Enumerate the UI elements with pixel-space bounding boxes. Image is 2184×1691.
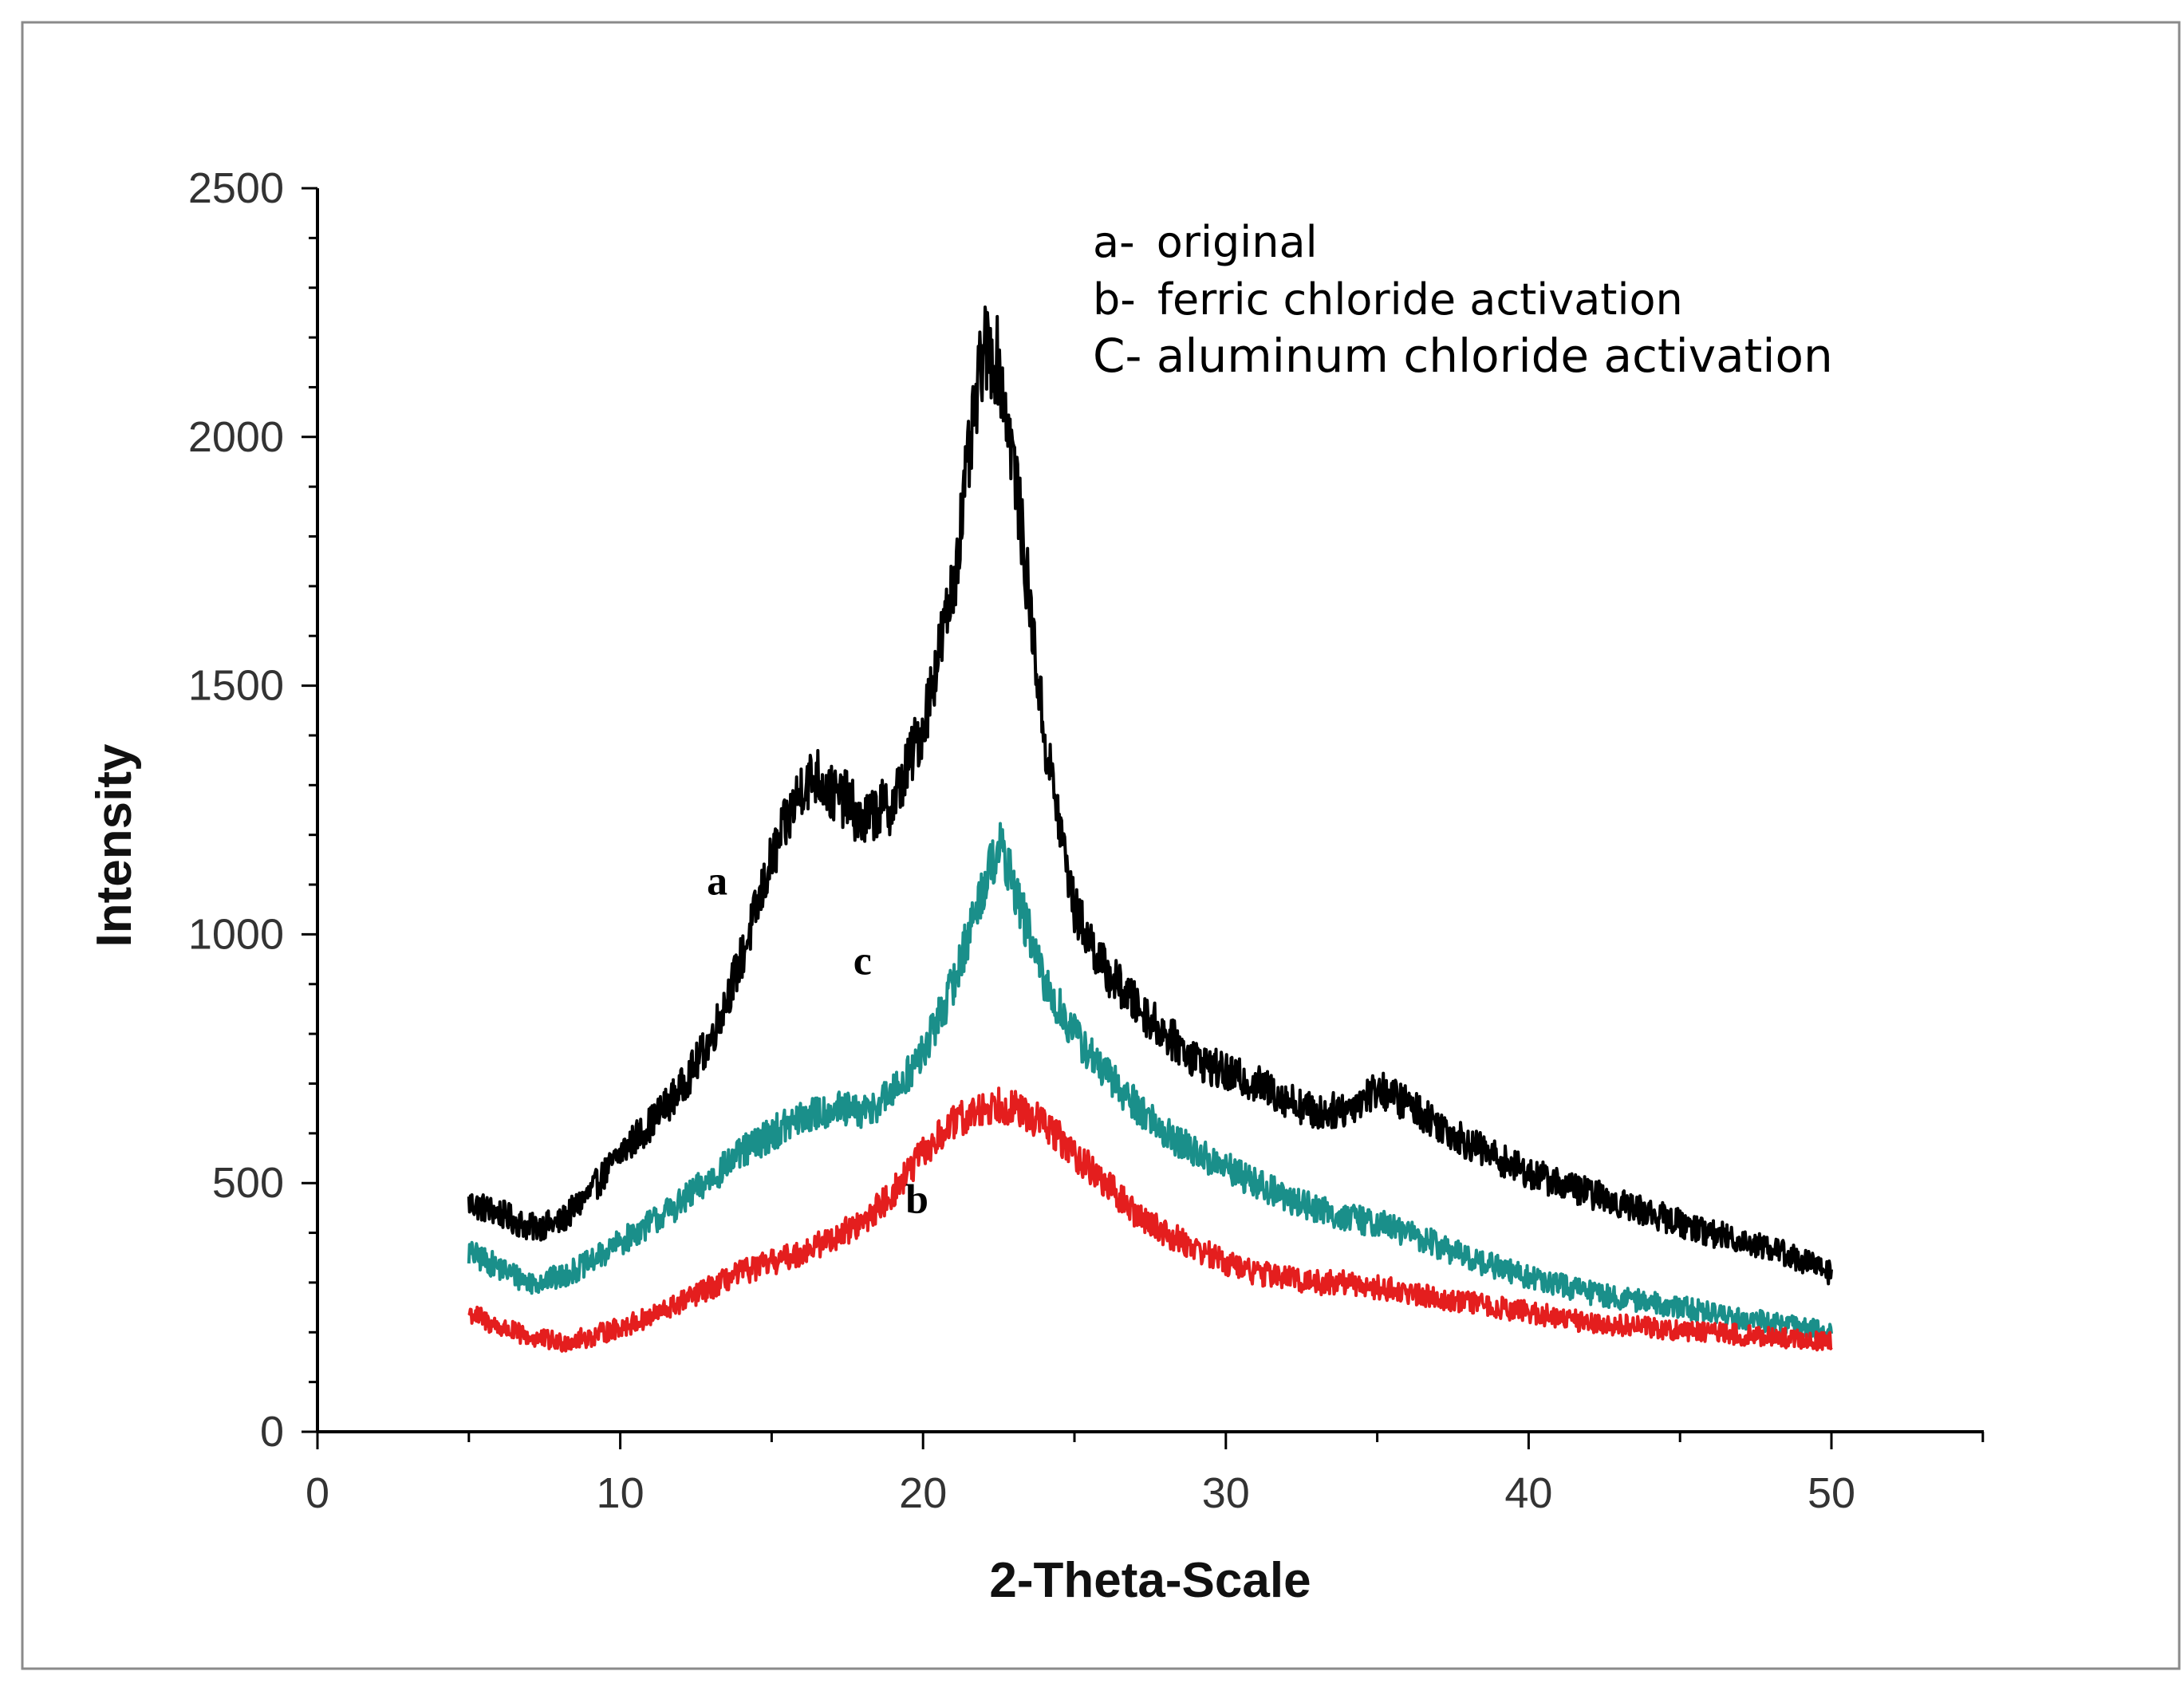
legend-key-b: b-: [1093, 274, 1136, 325]
series-line-a: [467, 305, 1833, 1286]
legend-text-c: aluminum chloride activation: [1157, 329, 1833, 383]
y-tick-label-1500: 1500: [188, 662, 284, 710]
curve-labels-group: a c b: [707, 859, 928, 1223]
x-tick-label-50: 50: [1808, 1469, 1855, 1517]
legend-text-b: ferric chloride activation: [1157, 274, 1683, 325]
curve-label-a: a: [707, 859, 727, 905]
legend-text-a: original: [1157, 217, 1318, 267]
x-tick-label-40: 40: [1504, 1469, 1552, 1517]
y-tick-label-1000: 1000: [188, 910, 284, 958]
axes-group: [316, 188, 1984, 1433]
y-axis-title: Intensity: [87, 743, 142, 947]
series-group: [467, 305, 1833, 1353]
legend-entry-b: b- ferric chloride activation: [1093, 274, 1683, 325]
x-tick-label-30: 30: [1202, 1469, 1250, 1517]
curve-label-b: b: [905, 1177, 928, 1223]
y-tick-label-2000: 2000: [188, 413, 284, 461]
x-tick-label-0: 0: [306, 1469, 329, 1517]
series-line-c: [467, 822, 1833, 1344]
legend-entry-c: C- aluminum chloride activation: [1093, 329, 1833, 383]
y-tick-label-2500: 2500: [188, 164, 284, 212]
legend: a- original b- ferric chloride activatio…: [1093, 217, 1833, 383]
legend-key-c: C-: [1093, 329, 1141, 383]
curve-label-c: c: [853, 938, 872, 983]
y-tick-label-500: 500: [212, 1159, 284, 1207]
y-tick-label-0: 0: [260, 1408, 284, 1456]
x-tick-label-20: 20: [899, 1469, 947, 1517]
x-tick-label-10: 10: [597, 1469, 645, 1517]
chart-frame: [21, 21, 2181, 1670]
series-line-b: [467, 1086, 1833, 1353]
x-axis-title: 2-Theta-Scale: [989, 1553, 1311, 1608]
legend-entry-a: a- original: [1093, 217, 1318, 267]
legend-key-a: a-: [1093, 217, 1135, 267]
